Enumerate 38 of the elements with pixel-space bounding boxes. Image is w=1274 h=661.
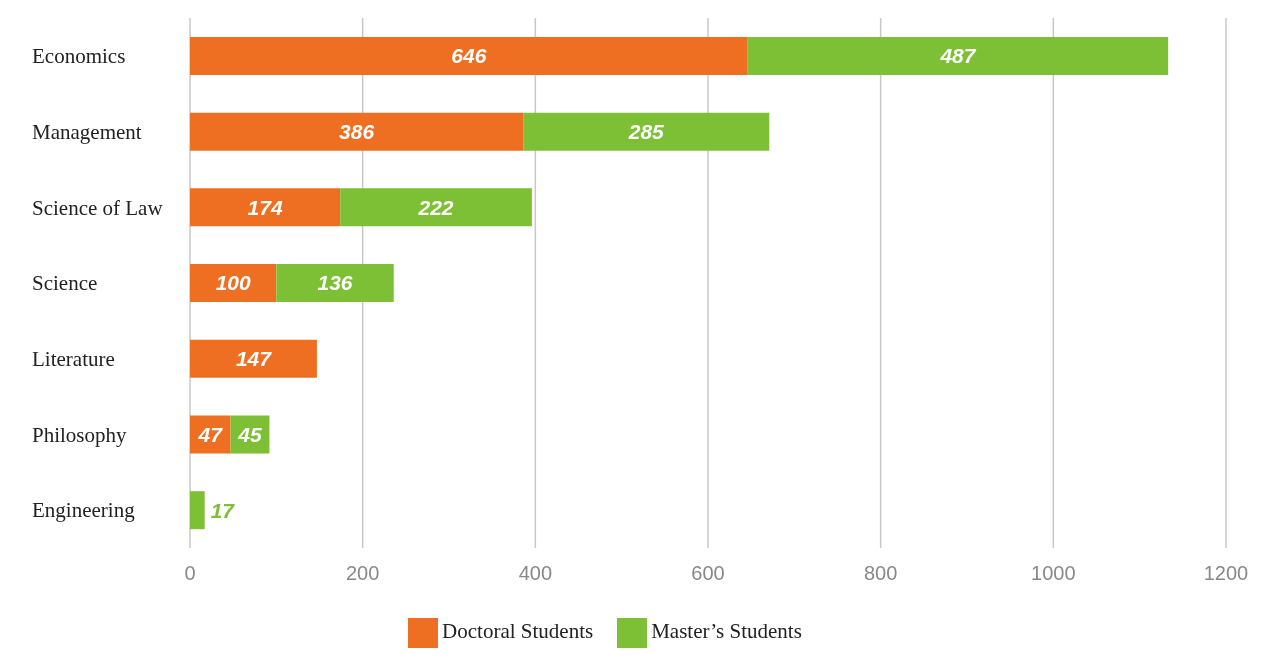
- x-tick-label: 0: [184, 562, 196, 585]
- y-tick-label: Literature: [32, 347, 115, 372]
- bar: [190, 491, 205, 530]
- x-tick-label: 200: [345, 562, 380, 585]
- legend-label: Doctoral Students: [442, 618, 594, 643]
- data-label: 646: [451, 44, 487, 68]
- bar: [523, 112, 770, 151]
- bar: [190, 188, 341, 227]
- bar: [276, 264, 394, 303]
- x-tick-label: 400: [518, 562, 553, 585]
- data-label: 147: [235, 347, 273, 371]
- data-label: 47: [197, 422, 224, 446]
- data-label: 136: [317, 271, 353, 295]
- y-tick-label: Economics: [32, 44, 126, 69]
- x-tick-label: 600: [691, 562, 725, 585]
- bar: [190, 36, 748, 75]
- data-label: 285: [627, 119, 665, 143]
- y-tick-label: Science of Law: [32, 195, 164, 220]
- bar: [190, 339, 317, 378]
- data-label: 100: [215, 271, 251, 295]
- bar: [190, 112, 524, 151]
- y-tick-label: Management: [32, 119, 142, 144]
- data-label: 174: [247, 195, 283, 219]
- bar: [747, 36, 1169, 75]
- data-label: 222: [417, 195, 454, 219]
- x-tick-label: 800: [863, 562, 898, 585]
- bar: [340, 188, 532, 227]
- x-tick-label: 1200: [1203, 562, 1249, 585]
- data-label: 487: [939, 44, 977, 68]
- data-label: 45: [237, 422, 262, 446]
- data-label: 17: [210, 498, 236, 522]
- bar: [190, 264, 277, 303]
- y-tick-label: Philosophy: [32, 422, 128, 447]
- y-tick-label: Science: [32, 271, 98, 296]
- x-tick-label: 1000: [1031, 562, 1076, 585]
- data-label: 386: [339, 119, 375, 143]
- y-tick-label: Engineering: [32, 498, 136, 523]
- legend-label: Master’s Students: [651, 618, 802, 643]
